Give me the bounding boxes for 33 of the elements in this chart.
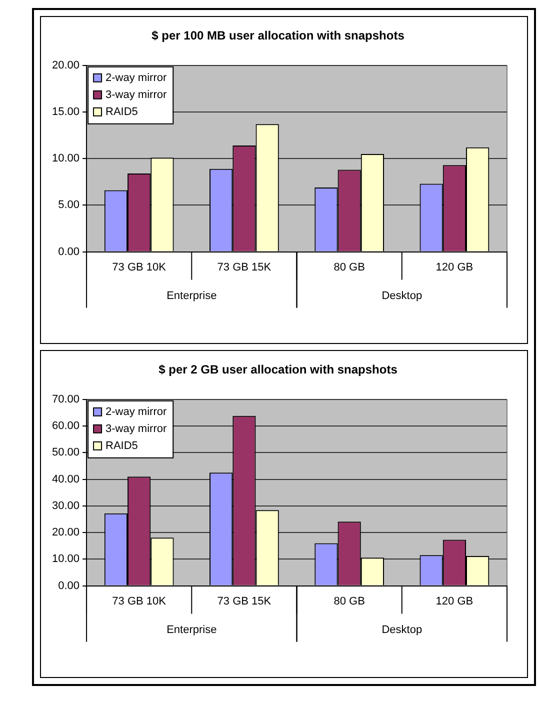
legend-label: 3-way mirror	[106, 88, 167, 101]
chart-title: $ per 2 GB user allocation with snapshots	[158, 362, 398, 377]
y-tick-label: 0.00	[58, 580, 80, 592]
x-tick-label: 80 GB	[334, 261, 365, 274]
y-tick-label: 50.00	[52, 446, 80, 459]
y-tick-label: 5.00	[58, 199, 80, 212]
text: Desktop	[382, 290, 422, 302]
y-tick-label: 10.00	[52, 152, 80, 165]
y-tick-label: 40.00	[52, 473, 80, 486]
y-tick-label: 10.00	[52, 553, 80, 566]
legend-label: 2-way mirror	[106, 406, 167, 418]
y-tick-label: 0.00	[58, 246, 80, 258]
text: Enterprise	[166, 624, 217, 636]
legend-label: RAID5	[106, 440, 138, 452]
x-tick-label: 73 GB 10K	[112, 261, 167, 274]
x-tick-label: 80 GB	[334, 595, 365, 608]
text: Enterprise	[166, 290, 217, 302]
legend-label: 3-way mirror	[106, 422, 167, 435]
y-tick-label: 20.00	[52, 526, 80, 539]
chart-title: $ per 100 MB user allocation with snapshots	[152, 28, 405, 43]
x-tick-label: 120 GB	[436, 595, 474, 608]
y-tick-label: 20.00	[52, 59, 80, 72]
legend-label: RAID5	[106, 106, 138, 118]
y-tick-label: 60.00	[52, 420, 80, 432]
x-tick-label: 73 GB 15K	[217, 595, 272, 608]
x-tick-label: 73 GB 10K	[112, 595, 167, 608]
y-tick-label: 70.00	[52, 393, 80, 406]
text: Desktop	[382, 624, 422, 636]
legend-label: 2-way mirror	[106, 72, 167, 84]
y-tick-label: 15.00	[52, 106, 80, 118]
x-tick-label: 73 GB 15K	[217, 261, 272, 274]
y-tick-label: 30.00	[52, 500, 80, 512]
x-tick-label: 120 GB	[436, 261, 474, 274]
